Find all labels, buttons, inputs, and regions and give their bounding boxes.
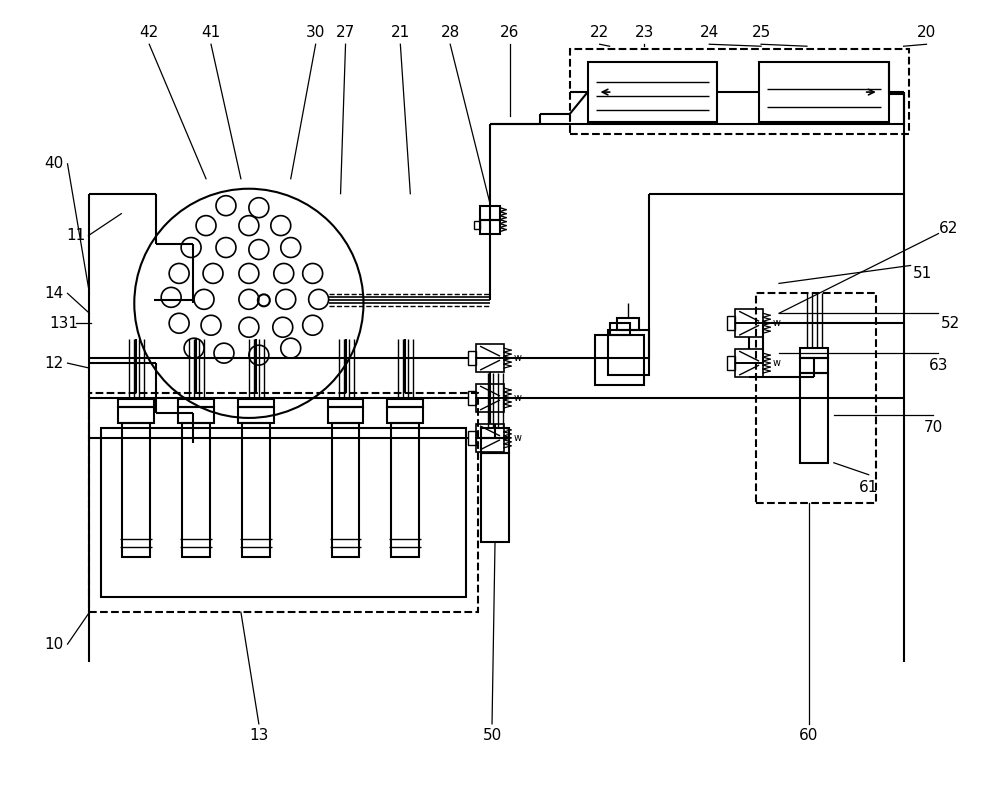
Text: 62: 62 [939,221,958,236]
Bar [387,407,423,423]
Bar [735,349,763,363]
Bar [476,438,504,452]
Text: 13: 13 [249,728,269,743]
Bar [735,309,763,324]
Bar [480,205,500,220]
Text: 27: 27 [336,25,355,40]
Text: 60: 60 [799,728,819,743]
Bar [756,293,876,503]
Text: w: w [773,358,781,368]
Bar [735,324,763,337]
Bar [570,49,909,134]
Bar [608,330,649,375]
Bar [476,424,504,438]
Bar [476,398,504,412]
Bar [332,423,359,557]
Text: 52: 52 [941,316,960,331]
Text: w: w [514,393,522,403]
Bar [800,348,828,358]
Text: 12: 12 [44,355,63,370]
Bar [476,358,504,372]
Text: 61: 61 [859,481,878,495]
Text: 28: 28 [441,25,460,40]
Bar [328,399,363,407]
Bar [391,423,419,557]
Bar [759,62,889,122]
Bar [735,363,763,377]
Text: 63: 63 [929,358,948,373]
Text: 23: 23 [635,25,654,40]
Bar [476,384,504,398]
Bar [182,423,210,557]
Bar [328,407,363,423]
Bar [387,399,423,407]
Bar [800,373,828,463]
Text: 51: 51 [913,266,932,281]
Text: 10: 10 [44,637,63,652]
Text: w: w [773,318,781,328]
Bar [89,393,478,612]
Bar [468,391,476,405]
Bar [238,407,274,423]
Bar [481,438,509,453]
Bar [480,220,500,234]
Bar [800,358,828,373]
Bar [727,316,735,330]
Text: 50: 50 [482,728,502,743]
Bar [242,423,270,557]
Text: 26: 26 [500,25,520,40]
Bar [610,324,630,335]
Text: 25: 25 [751,25,771,40]
Bar [476,344,504,358]
Bar [474,220,480,228]
Bar [238,399,274,407]
Text: 70: 70 [924,420,943,435]
Text: 41: 41 [201,25,221,40]
Bar [727,356,735,370]
Text: w: w [514,433,522,442]
Bar [118,399,154,407]
Bar [101,428,466,597]
Bar [468,431,476,445]
Text: 21: 21 [391,25,410,40]
Bar [178,407,214,423]
Bar [595,335,644,385]
Text: 42: 42 [140,25,159,40]
Bar [617,318,639,330]
Text: 30: 30 [306,25,325,40]
Text: 24: 24 [700,25,719,40]
Text: 131: 131 [49,316,78,331]
Bar [468,351,476,365]
Text: 40: 40 [44,156,63,171]
Bar [481,428,509,438]
Text: 22: 22 [590,25,609,40]
Bar [588,62,717,122]
Bar [118,407,154,423]
Bar [122,423,150,557]
Text: 20: 20 [917,25,936,40]
Text: w: w [514,353,522,363]
Bar [178,399,214,407]
Text: 14: 14 [44,285,63,301]
Bar [481,453,509,542]
Text: 11: 11 [66,228,85,243]
